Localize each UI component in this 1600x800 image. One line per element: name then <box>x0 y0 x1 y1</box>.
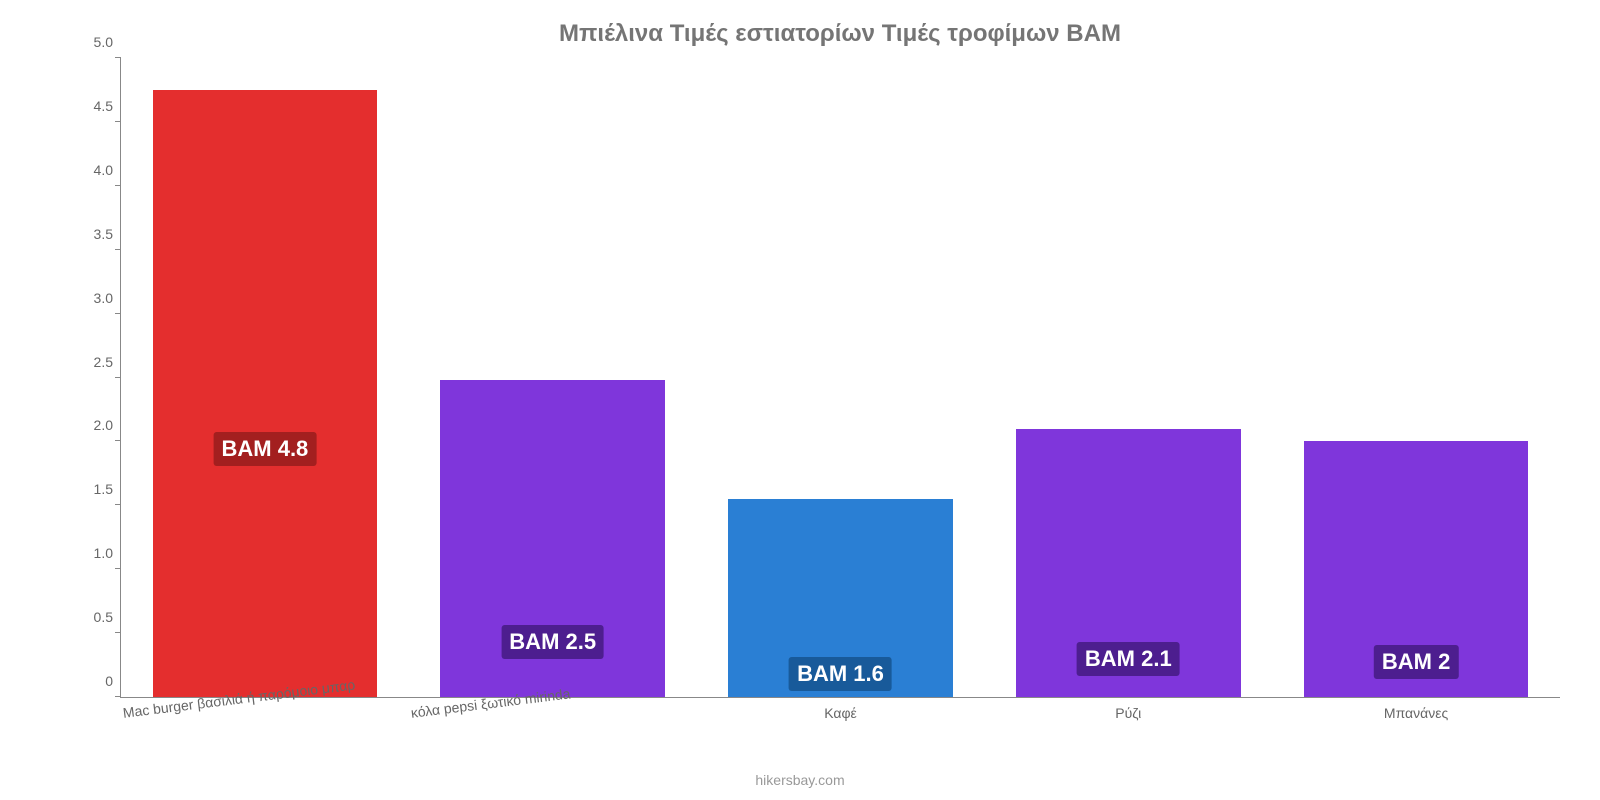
x-axis-label: Ρύζι <box>984 697 1272 721</box>
bar-value-label: BAM 2 <box>1374 645 1458 679</box>
bar-value-label: BAM 1.6 <box>789 657 892 691</box>
bar: BAM 1.6 <box>728 499 952 697</box>
y-tick-mark <box>115 377 121 378</box>
x-axis-label: Καφέ <box>697 697 985 721</box>
bars-group: BAM 4.8 BAM 2.5 BAM 1.6 BAM 2.1 BAM 2 <box>121 58 1560 697</box>
y-tick-label: 5.0 <box>94 34 121 50</box>
y-tick-label: 4.5 <box>94 98 121 114</box>
y-tick-label: 4.0 <box>94 162 121 178</box>
y-tick-mark <box>115 696 121 697</box>
y-tick-label: 0.5 <box>94 609 121 625</box>
y-tick-mark <box>115 57 121 58</box>
y-tick-label: 3.5 <box>94 226 121 242</box>
y-tick-mark <box>115 313 121 314</box>
bar: BAM 4.8 <box>153 90 377 697</box>
y-tick-mark <box>115 249 121 250</box>
plot-area: BAM 4.8BAM 2.5BAM 1.6BAM 2.1BAM 2 Mac bu… <box>120 58 1560 698</box>
chart-container: Μπιέλινα Τιμές εστιατορίων Τιμές τροφίμω… <box>0 0 1600 800</box>
y-tick-label: 1.5 <box>94 481 121 497</box>
bar-value-label: BAM 2.1 <box>1077 642 1180 676</box>
attribution-text: hikersbay.com <box>755 772 844 788</box>
y-tick-mark <box>115 185 121 186</box>
y-tick-mark <box>115 632 121 633</box>
y-tick-mark <box>115 568 121 569</box>
bar: BAM 2 <box>1304 441 1528 697</box>
bar-slot: BAM 4.8 <box>121 58 409 697</box>
bar-slot: BAM 2.1 <box>984 58 1272 697</box>
bar-value-label: BAM 4.8 <box>213 432 316 466</box>
bar-slot: BAM 2 <box>1272 58 1560 697</box>
y-tick-mark <box>115 440 121 441</box>
chart-title: Μπιέλινα Τιμές εστιατορίων Τιμές τροφίμω… <box>120 20 1560 48</box>
y-tick-label: 1.0 <box>94 545 121 561</box>
y-tick-label: 0 <box>105 673 121 689</box>
y-tick-label: 3.0 <box>94 290 121 306</box>
bar: BAM 2.5 <box>440 380 664 697</box>
y-tick-label: 2.0 <box>94 417 121 433</box>
bar: BAM 2.1 <box>1016 429 1240 697</box>
y-tick-mark <box>115 121 121 122</box>
y-tick-label: 2.5 <box>94 354 121 370</box>
bar-slot: BAM 2.5 <box>409 58 697 697</box>
y-tick-mark <box>115 504 121 505</box>
bar-slot: BAM 1.6 <box>697 58 985 697</box>
x-axis-labels: Mac burger βασιλιά ή παρόμοιο μπαρκόλα p… <box>121 697 1560 721</box>
bar-value-label: BAM 2.5 <box>501 625 604 659</box>
x-axis-label: Μπανάνες <box>1272 697 1560 721</box>
